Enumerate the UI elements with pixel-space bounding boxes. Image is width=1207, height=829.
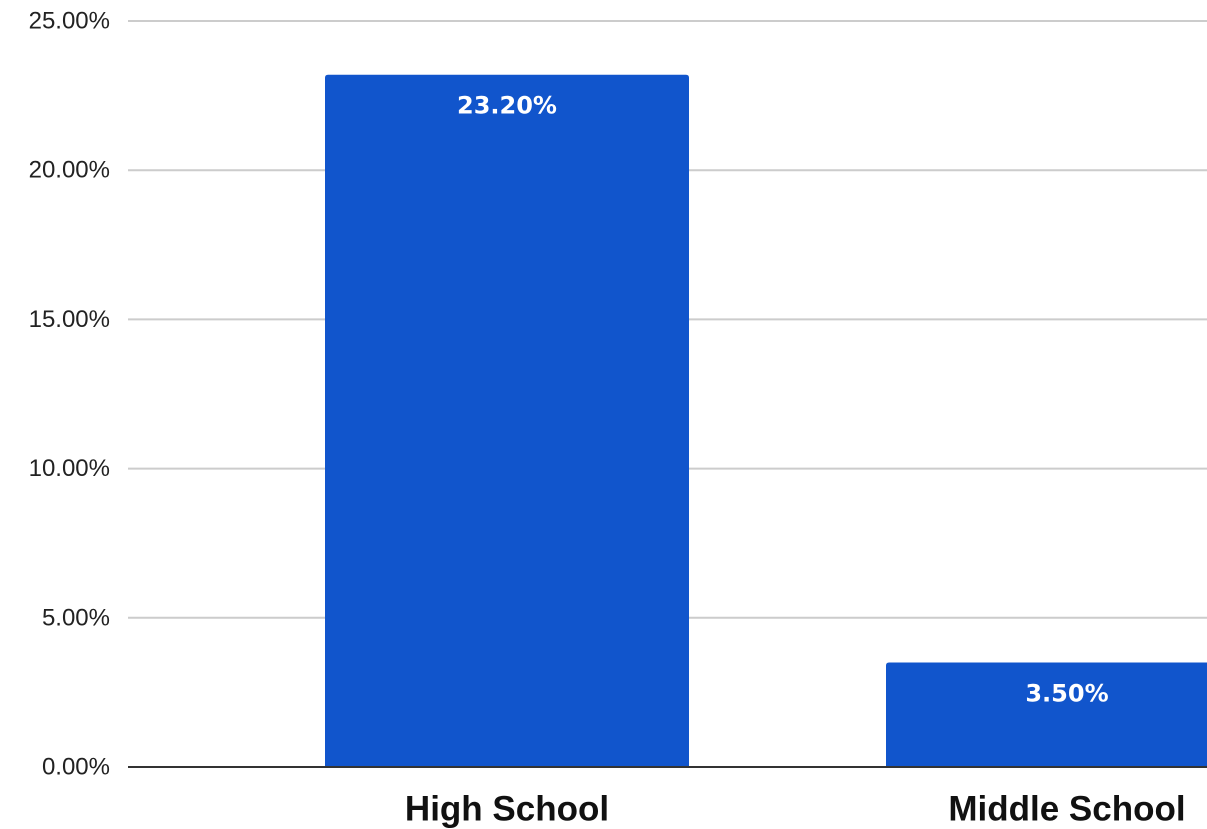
x-category-label: High School (405, 790, 609, 829)
y-tick-label: 0.00% (42, 754, 110, 781)
y-tick-label: 15.00% (29, 306, 110, 333)
y-tick-label: 5.00% (42, 604, 110, 631)
bar-high-school (325, 74, 689, 768)
bar-value-label: 23.20% (457, 92, 557, 120)
bar-value-label: 3.50% (1025, 680, 1108, 708)
data-labels: 23.20% 3.50% (457, 92, 1109, 708)
y-axis-tick-labels: 0.00% 5.00% 10.00% 15.00% 20.00% 25.00% (29, 8, 110, 781)
bar-middle-school (886, 662, 1207, 767)
y-tick-label: 10.00% (29, 455, 110, 482)
bars (325, 74, 1207, 768)
x-axis-category-labels: High School Middle School (405, 790, 1186, 829)
x-category-label: Middle School (948, 790, 1185, 829)
y-tick-label: 25.00% (29, 8, 110, 35)
y-tick-label: 20.00% (29, 157, 110, 184)
